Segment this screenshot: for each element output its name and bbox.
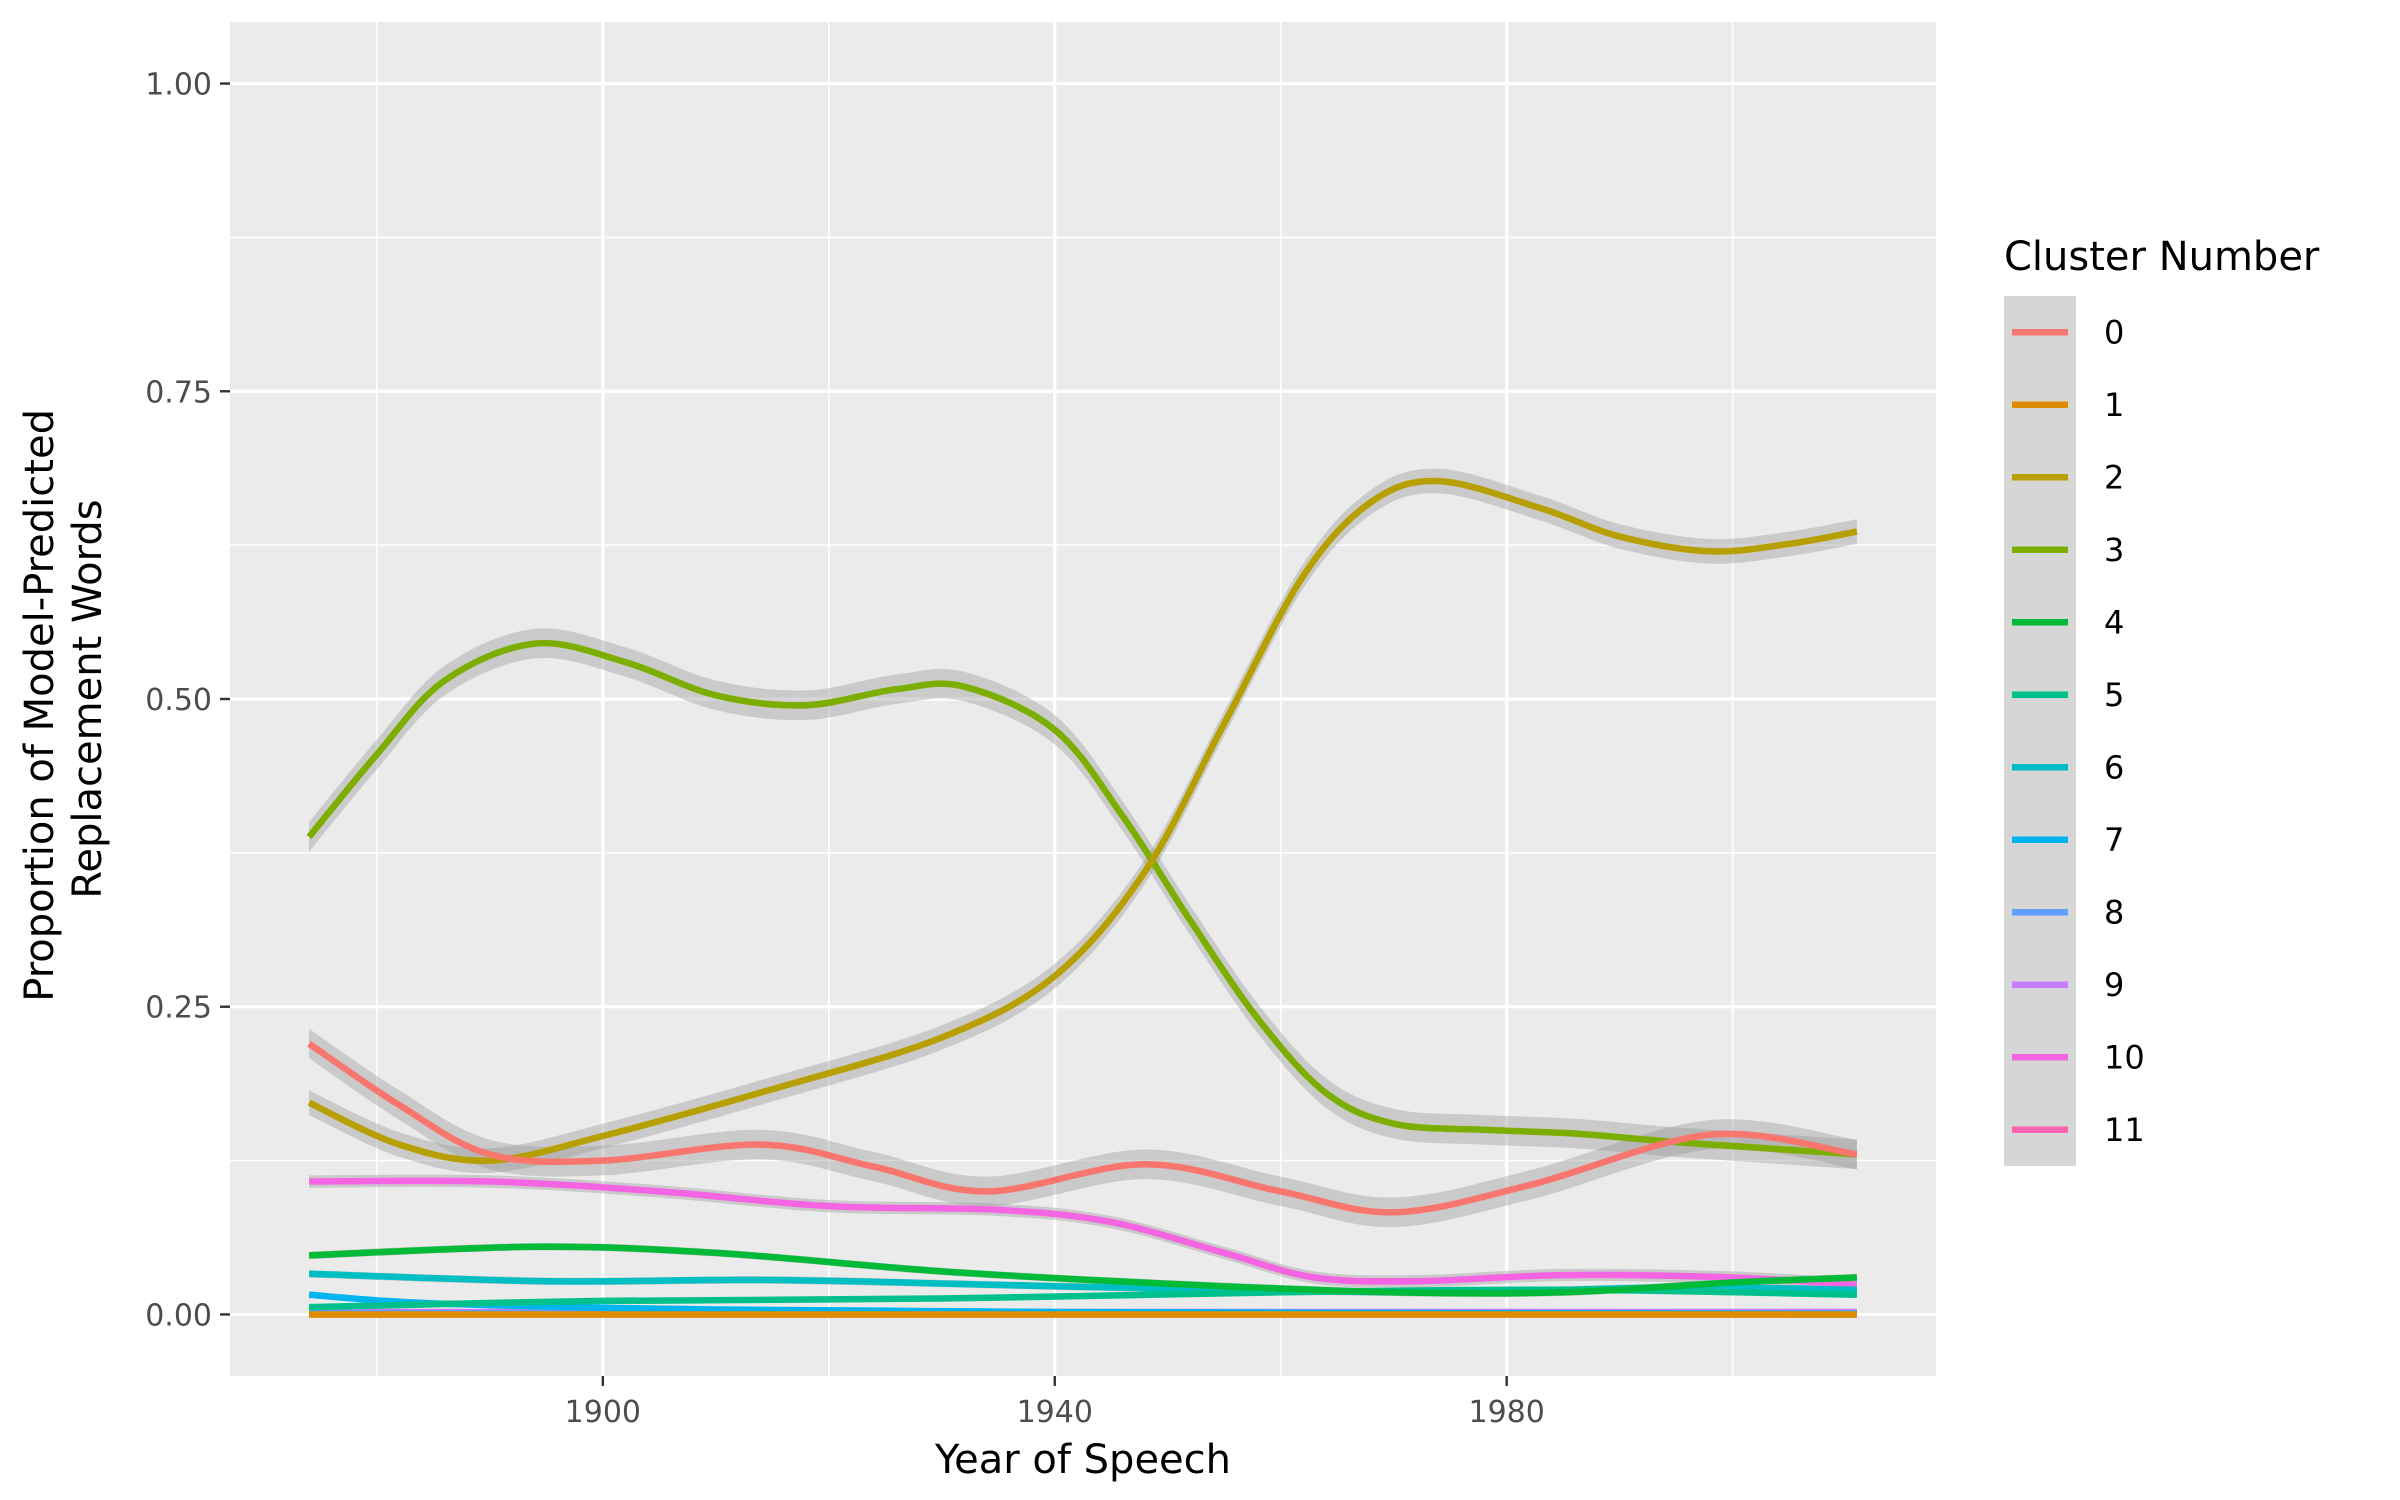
x-axis-title: Year of Speech xyxy=(934,1437,1231,1483)
x-tick-label: 1940 xyxy=(1017,1395,1093,1430)
legend-label-2: 2 xyxy=(2104,458,2124,496)
y-tick-label: 0.50 xyxy=(145,683,212,718)
legend-item-3: 3 xyxy=(2012,531,2124,569)
legend-label-4: 4 xyxy=(2104,603,2124,641)
y-axis-title-line-1: Proportion of Model-Predicted xyxy=(17,409,63,1002)
legend-label-7: 7 xyxy=(2104,821,2124,859)
legend-label-0: 0 xyxy=(2104,313,2124,351)
legend-item-11: 11 xyxy=(2012,1111,2145,1149)
y-tick-label: 0.25 xyxy=(145,991,212,1026)
y-axis: 0.00 0.25 0.50 0.75 1.00 xyxy=(145,68,230,1333)
legend-label-11: 11 xyxy=(2104,1111,2145,1149)
legend-label-3: 3 xyxy=(2104,531,2124,569)
legend-item-2: 2 xyxy=(2012,458,2124,496)
legend-item-1: 1 xyxy=(2012,386,2124,424)
legend-item-0: 0 xyxy=(2012,313,2124,351)
legend-item-8: 8 xyxy=(2012,893,2124,931)
legend-label-6: 6 xyxy=(2104,748,2124,786)
confidence-band-3 xyxy=(309,628,1857,1170)
legend-item-9: 9 xyxy=(2012,966,2124,1004)
y-axis-title: Proportion of Model-Predicted Replacemen… xyxy=(17,396,111,1001)
legend-label-9: 9 xyxy=(2104,966,2124,1004)
legend-items: 0 1 2 3 4 5 6 7 8 9 10 11 xyxy=(2012,313,2145,1149)
legend-label-1: 1 xyxy=(2104,386,2124,424)
legend-label-5: 5 xyxy=(2104,676,2124,714)
legend-title: Cluster Number xyxy=(2004,234,2320,280)
legend-label-8: 8 xyxy=(2104,893,2124,931)
legend-label-10: 10 xyxy=(2104,1038,2145,1076)
series-line-4 xyxy=(308,1243,1858,1297)
confidence-band-2 xyxy=(309,468,1857,1174)
confidence-band-0 xyxy=(309,1028,1857,1228)
legend-item-10: 10 xyxy=(2012,1038,2145,1076)
x-axis: 1900 1940 1980 xyxy=(565,1376,1545,1430)
y-tick-label: 0.75 xyxy=(145,375,212,410)
y-tick-label: 0.00 xyxy=(145,1298,212,1333)
legend-item-4: 4 xyxy=(2012,603,2124,641)
legend-key-background xyxy=(2004,296,2076,1166)
legend-item-6: 6 xyxy=(2012,748,2124,786)
series-line-0 xyxy=(307,1041,1858,1216)
series-line-10 xyxy=(309,1177,1858,1289)
x-tick-label: 1980 xyxy=(1468,1395,1544,1430)
series-line-3 xyxy=(306,639,1858,1158)
legend: Cluster Number 0 1 2 3 4 5 6 7 8 9 10 11 xyxy=(2004,234,2320,1166)
legend-item-7: 7 xyxy=(2012,821,2124,859)
series-lines xyxy=(306,477,1858,1318)
series-line-2 xyxy=(307,477,1858,1165)
x-tick-label: 1900 xyxy=(565,1395,641,1430)
legend-item-5: 5 xyxy=(2012,676,2124,714)
y-tick-label: 1.00 xyxy=(145,68,212,103)
y-axis-title-line-2: Replacement Words xyxy=(65,499,111,898)
